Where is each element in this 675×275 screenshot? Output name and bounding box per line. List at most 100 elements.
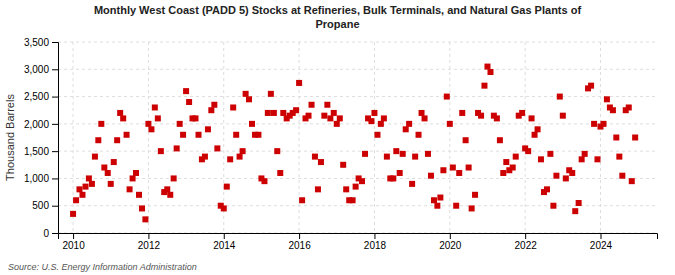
point	[95, 137, 101, 143]
y-axis-tick: 2,500	[24, 91, 58, 102]
point	[412, 154, 418, 160]
point	[334, 121, 340, 127]
point	[177, 121, 183, 127]
point	[343, 186, 349, 192]
point	[92, 154, 98, 160]
point	[362, 151, 368, 157]
x-axis: 20102012201420162018202020222024	[59, 233, 658, 251]
x-axis-tick-mark	[299, 233, 300, 239]
x-axis-tick: 2016	[288, 233, 311, 251]
x-axis-tick: 2018	[364, 233, 387, 251]
point	[613, 135, 619, 141]
point	[211, 102, 217, 108]
point	[268, 91, 274, 97]
point	[576, 200, 582, 206]
y-axis-tick-label: 0	[43, 228, 49, 239]
point	[117, 110, 123, 116]
point	[312, 154, 318, 160]
point	[532, 132, 538, 138]
point	[425, 151, 431, 157]
point	[416, 132, 422, 138]
source: Source: U.S. Energy Information Administ…	[8, 262, 197, 272]
x-axis-tick-mark	[450, 233, 451, 239]
point	[422, 115, 428, 121]
point	[296, 80, 302, 86]
point	[393, 148, 399, 154]
point	[459, 110, 465, 116]
point	[610, 107, 616, 113]
point	[453, 203, 459, 209]
point	[130, 175, 136, 181]
y-axis-tick: 3,500	[24, 37, 58, 48]
y-axis-tick: 1,000	[24, 173, 58, 184]
point	[440, 167, 446, 173]
point	[400, 151, 406, 157]
y-axis-tick-mark	[52, 69, 58, 70]
grid-line-x	[299, 42, 300, 233]
x-axis-tick-mark	[224, 233, 225, 239]
point	[240, 148, 246, 154]
title-line: Monthly West Coast (PADD 5) Stocks at Re…	[94, 4, 582, 16]
point	[463, 137, 469, 143]
point	[309, 102, 315, 108]
point	[246, 96, 252, 102]
point	[186, 99, 192, 105]
point	[428, 173, 434, 179]
y-axis-tick: 500	[32, 200, 58, 211]
point	[579, 156, 585, 162]
point	[208, 107, 214, 113]
point	[594, 156, 600, 162]
point	[145, 121, 151, 127]
point	[261, 178, 267, 184]
grid-line-x	[525, 42, 526, 233]
point	[478, 113, 484, 119]
point	[230, 104, 236, 110]
x-axis-tick-mark	[374, 233, 375, 239]
point	[572, 208, 578, 214]
point	[152, 104, 158, 110]
x-axis-tick-label: 2012	[138, 240, 161, 251]
point	[409, 181, 415, 187]
point	[136, 192, 142, 198]
point	[101, 165, 107, 171]
x-axis-tick-label: 2018	[364, 240, 387, 251]
point	[538, 156, 544, 162]
point	[550, 203, 556, 209]
y-axis-tick-mark	[52, 206, 58, 207]
y-axis-tick-mark	[52, 97, 58, 98]
x-axis-tick: 2010	[62, 233, 85, 251]
grid-line-y	[58, 69, 657, 70]
point	[327, 115, 333, 121]
point	[350, 197, 356, 203]
point	[588, 83, 594, 89]
point	[139, 205, 145, 211]
point	[114, 137, 120, 143]
point	[202, 154, 208, 160]
point	[318, 159, 324, 165]
point	[390, 175, 396, 181]
y-axis-tick-mark	[52, 178, 58, 179]
point	[535, 126, 541, 132]
y-axis-tick-mark	[52, 124, 58, 125]
point	[133, 170, 139, 176]
point	[324, 102, 330, 108]
point	[456, 170, 462, 176]
point	[79, 192, 85, 198]
point	[111, 159, 117, 165]
point	[299, 197, 305, 203]
point	[98, 121, 104, 127]
point	[494, 115, 500, 121]
point	[529, 115, 535, 121]
point	[419, 110, 425, 116]
point	[503, 159, 509, 165]
point	[180, 132, 186, 138]
point	[544, 186, 550, 192]
x-axis-tick-label: 2022	[515, 240, 538, 251]
point	[371, 110, 377, 116]
point	[513, 154, 519, 160]
point	[601, 121, 607, 127]
point	[158, 148, 164, 154]
point	[274, 148, 280, 154]
point	[359, 178, 365, 184]
point	[619, 173, 625, 179]
